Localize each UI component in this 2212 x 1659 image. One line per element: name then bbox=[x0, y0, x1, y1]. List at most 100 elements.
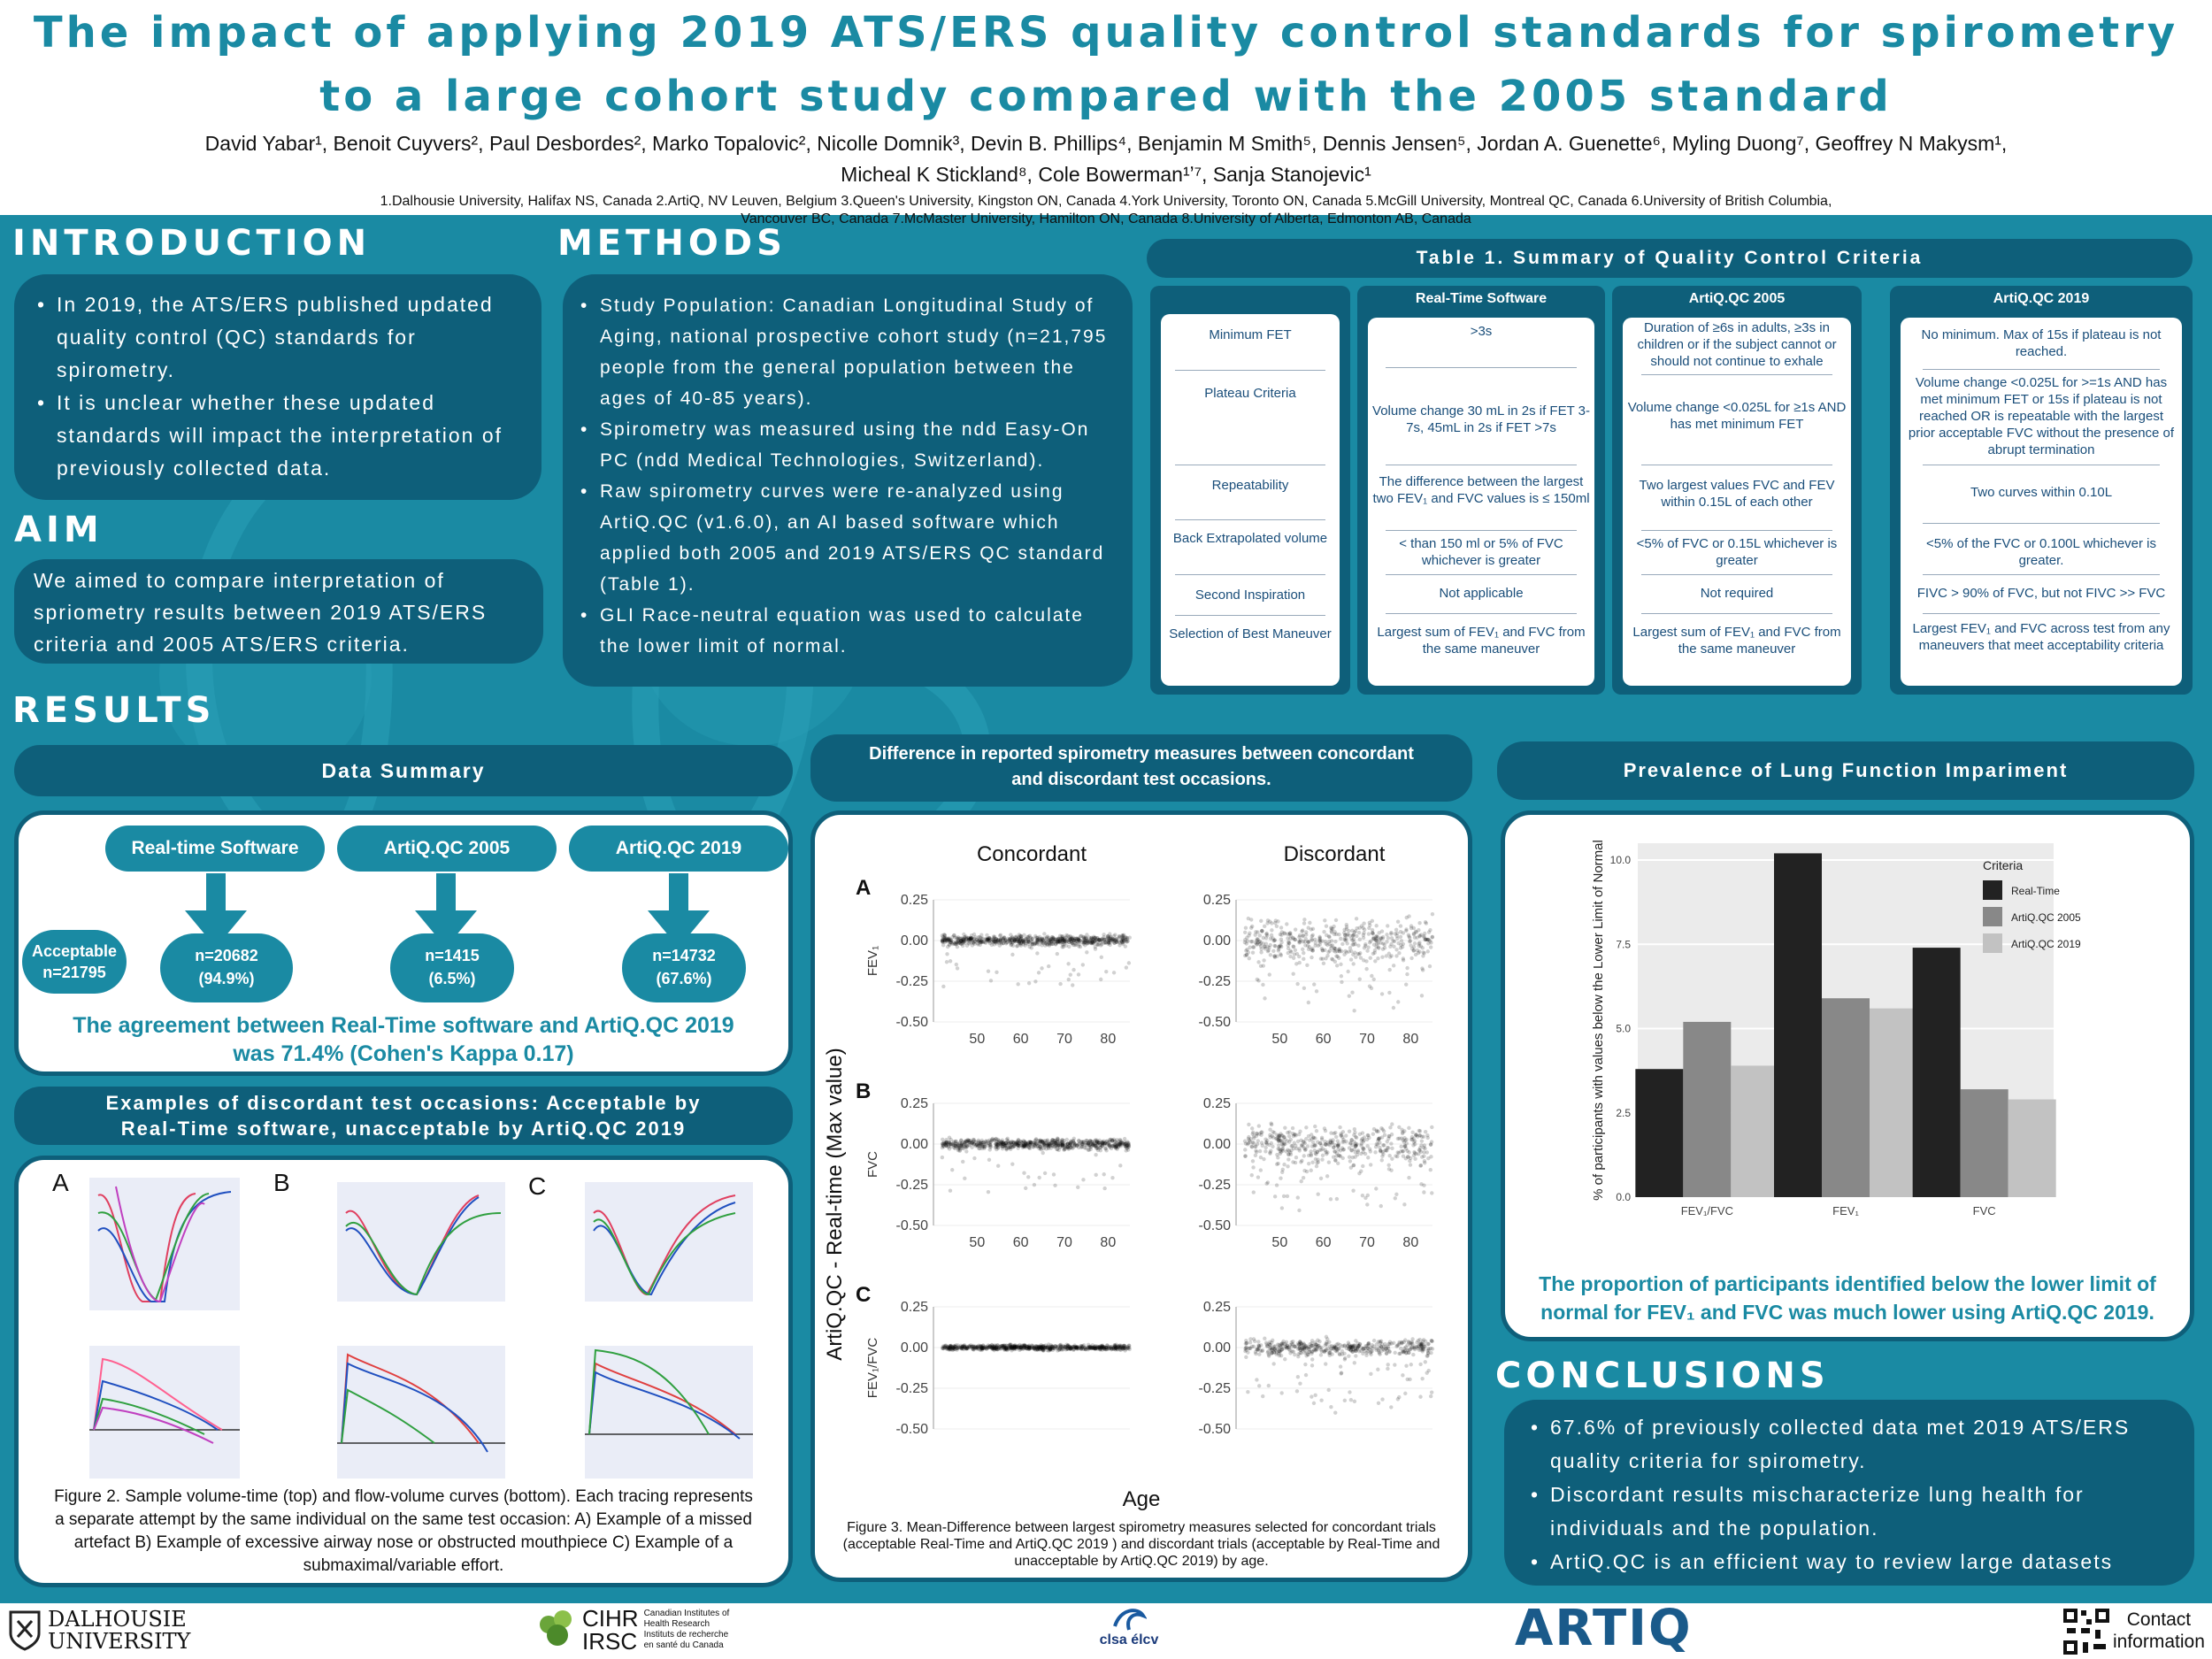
data-point bbox=[1074, 1143, 1079, 1148]
data-point bbox=[1016, 937, 1020, 941]
data-point bbox=[979, 937, 985, 941]
data-point bbox=[1417, 1129, 1423, 1133]
data-point bbox=[1308, 1138, 1312, 1142]
y-tick-label: 0.25 bbox=[901, 1300, 928, 1315]
data-point bbox=[1033, 941, 1038, 947]
y-tick-label: -0.50 bbox=[896, 1422, 929, 1434]
data-point bbox=[1401, 1373, 1405, 1378]
qr-code-icon[interactable] bbox=[2062, 1607, 2111, 1656]
y-tick-label: -0.25 bbox=[896, 1178, 929, 1193]
data-point bbox=[1003, 1141, 1009, 1145]
data-point bbox=[1078, 944, 1083, 949]
data-point bbox=[1321, 961, 1326, 966]
contact-information-link[interactable]: Contact information bbox=[2113, 1609, 2205, 1653]
cihr-leaf-icon bbox=[540, 1610, 572, 1646]
data-point bbox=[1386, 935, 1391, 941]
data-point bbox=[1048, 939, 1054, 943]
data-point bbox=[1244, 1341, 1249, 1346]
y-tick-label: 0.25 bbox=[1203, 893, 1231, 908]
data-point bbox=[1069, 935, 1074, 940]
data-point bbox=[1081, 935, 1087, 940]
data-point bbox=[1405, 965, 1409, 971]
data-point bbox=[1251, 1130, 1256, 1135]
data-point bbox=[994, 940, 998, 944]
count-n: n=20682 bbox=[195, 947, 258, 964]
contact-line: Contact bbox=[2126, 1609, 2192, 1630]
data-point bbox=[941, 1346, 946, 1351]
data-point bbox=[1306, 1352, 1310, 1357]
data-point bbox=[1110, 937, 1116, 941]
data-point bbox=[963, 939, 967, 943]
data-point bbox=[1361, 933, 1366, 937]
data-point bbox=[966, 941, 972, 945]
data-point bbox=[1364, 959, 1369, 964]
data-point bbox=[1083, 938, 1087, 942]
data-point bbox=[1022, 939, 1026, 944]
data-point bbox=[1260, 928, 1264, 933]
data-point bbox=[1260, 1348, 1264, 1354]
data-point bbox=[1382, 1133, 1387, 1137]
data-point bbox=[954, 935, 959, 941]
data-point bbox=[1366, 932, 1371, 936]
data-point bbox=[1360, 1193, 1365, 1198]
data-point bbox=[1392, 939, 1397, 944]
data-point bbox=[964, 937, 969, 941]
data-point bbox=[1333, 947, 1338, 951]
data-point bbox=[1279, 1133, 1284, 1138]
data-point bbox=[972, 936, 977, 941]
data-point bbox=[1404, 982, 1409, 987]
legend-swatch bbox=[1983, 880, 2002, 900]
data-point bbox=[1349, 949, 1354, 954]
data-point bbox=[1110, 938, 1115, 942]
data-point bbox=[1009, 933, 1013, 937]
panel-a-volume-time bbox=[89, 1178, 240, 1310]
data-point bbox=[1271, 949, 1276, 953]
data-point bbox=[1299, 1138, 1303, 1143]
data-point bbox=[1083, 943, 1087, 948]
data-point bbox=[1104, 1148, 1109, 1153]
data-point bbox=[1300, 1142, 1304, 1148]
x-tick-label: 60 bbox=[1013, 1032, 1029, 1047]
acceptable-label: Acceptable bbox=[31, 942, 118, 960]
data-point bbox=[1281, 1194, 1286, 1199]
data-point bbox=[1115, 940, 1119, 944]
data-point bbox=[1086, 1342, 1091, 1348]
data-point bbox=[1374, 1187, 1379, 1191]
data-point bbox=[1360, 1131, 1365, 1135]
data-point bbox=[1401, 1154, 1406, 1158]
data-point bbox=[1090, 936, 1094, 941]
data-point bbox=[1339, 974, 1344, 979]
data-point bbox=[1367, 941, 1372, 945]
data-point bbox=[1257, 1352, 1262, 1356]
data-point bbox=[1120, 933, 1125, 938]
data-point bbox=[1060, 939, 1065, 943]
data-point bbox=[1278, 1151, 1282, 1156]
data-point bbox=[1314, 1164, 1319, 1169]
data-point bbox=[1268, 919, 1272, 924]
data-point bbox=[1255, 1378, 1259, 1382]
data-point bbox=[1124, 935, 1129, 940]
data-point bbox=[1376, 956, 1380, 961]
data-point bbox=[1386, 924, 1390, 928]
data-point bbox=[972, 932, 977, 937]
data-point bbox=[1097, 937, 1102, 942]
data-point bbox=[979, 940, 983, 945]
y-tick-label: 0.25 bbox=[1203, 1096, 1231, 1111]
data-point bbox=[1256, 1340, 1261, 1344]
data-point bbox=[956, 941, 960, 946]
dalhousie-line2: UNIVERSITY bbox=[48, 1629, 191, 1654]
data-point bbox=[1066, 977, 1071, 982]
data-point bbox=[1106, 940, 1110, 945]
y-tick-label: 10.0 bbox=[1610, 854, 1632, 866]
data-point bbox=[1120, 934, 1125, 940]
data-point bbox=[1052, 937, 1056, 942]
data-point bbox=[1276, 919, 1280, 924]
data-point bbox=[1365, 1202, 1370, 1207]
data-point bbox=[1048, 940, 1053, 944]
data-point bbox=[942, 940, 948, 945]
data-point bbox=[1279, 1206, 1285, 1210]
table1-cell: <5% of FVC or 0.15L whichever is greater bbox=[1636, 536, 1838, 568]
data-point bbox=[1252, 1136, 1256, 1141]
data-point bbox=[1122, 1136, 1127, 1141]
data-point bbox=[1010, 938, 1015, 943]
